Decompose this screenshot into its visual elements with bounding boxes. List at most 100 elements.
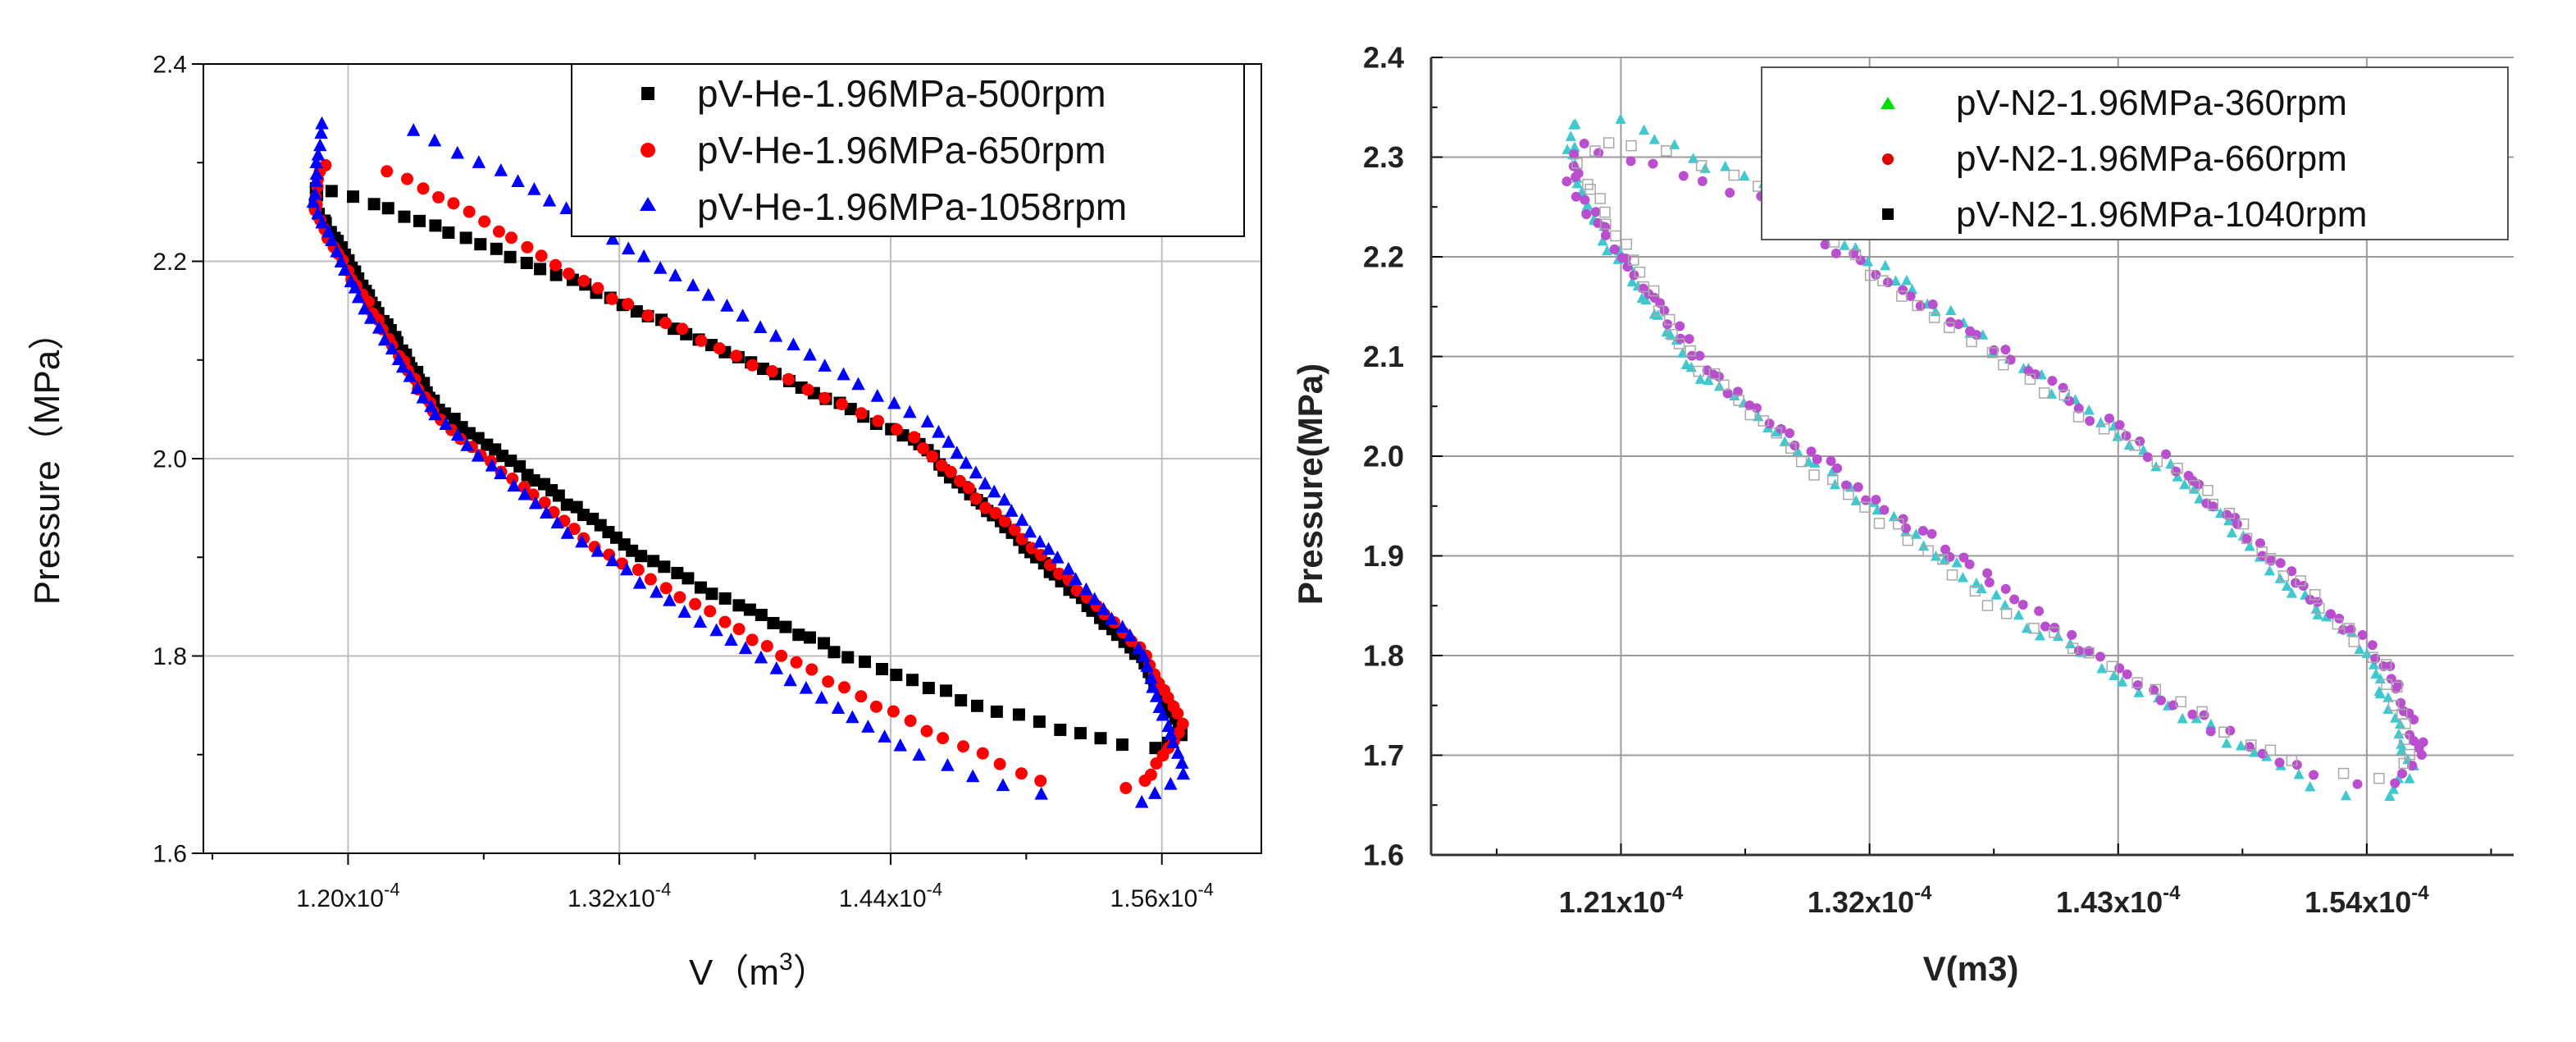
left-point-circle-s1	[745, 633, 759, 647]
right-point-circle-s1	[1569, 149, 1580, 159]
left-point-circle-s1	[957, 740, 970, 753]
right-point-circle-s1	[2232, 519, 2242, 529]
left-point-square-s0	[841, 651, 855, 664]
right-point-circle-s1	[2047, 376, 2058, 386]
right-point-triangle-s0	[2293, 768, 2305, 779]
left-point-triangle-s2	[450, 145, 465, 159]
right-point-circle-s1	[1648, 158, 1658, 169]
right-point-square-s2	[2000, 607, 2013, 619]
left-y-tick-label-2: 2.0	[153, 446, 187, 473]
right-point-triangle-s0	[2382, 692, 2394, 702]
left-point-triangle-s2	[978, 476, 992, 490]
left-point-square-s0	[429, 219, 442, 232]
right-point-square-s2	[1663, 313, 1676, 326]
right-point-circle-s1	[1590, 207, 1601, 217]
right-point-circle-s1	[2000, 345, 2011, 355]
right-point-circle-s1	[1568, 161, 1579, 171]
left-point-square-s0	[448, 413, 461, 426]
left-point-triangle-s2	[321, 224, 335, 238]
right-point-circle-s1	[1954, 319, 1964, 330]
right-point-square-s2	[1621, 238, 1633, 250]
left-point-triangle-s2	[424, 399, 438, 413]
right-point-square-s2	[1843, 488, 1854, 500]
right-point-square-s2	[2245, 739, 2257, 751]
left-point-triangle-s2	[527, 182, 541, 195]
left-point-circle-s1	[538, 496, 551, 510]
right-point-square-s2	[2264, 553, 2277, 564]
right-point-circle-s1	[2121, 431, 2131, 441]
right-point-circle-s1	[2149, 685, 2159, 696]
right-point-circle-s1	[2017, 599, 2028, 610]
left-point-circle-s1	[732, 623, 745, 636]
right-point-square-s2	[1986, 347, 1999, 359]
left-point-square-s0	[755, 608, 768, 621]
left-point-triangle-s2	[338, 263, 352, 276]
chart-right: 1.21x10-4 1.32x10-4 1.43x10-4 1.54x10-4 1.6 1…	[1291, 41, 2514, 988]
left-point-circle-s1	[1171, 707, 1184, 720]
right-point-circle-s1	[2274, 757, 2285, 768]
right-point-circle-s1	[1861, 495, 1872, 505]
right-point-square-s2	[2309, 589, 2321, 601]
right-point-circle-s1	[2352, 779, 2363, 789]
right-point-circle-s1	[1790, 440, 1800, 450]
right-point-triangle-s0	[1971, 578, 1982, 588]
left-point-circle-s1	[818, 391, 832, 404]
left-x-tick-label-2: 1.44x10-4	[839, 880, 942, 913]
right-point-circle-s1	[1609, 244, 1620, 254]
left-point-circle-s1	[926, 450, 939, 463]
right-point-circle-s1	[2416, 749, 2427, 760]
left-point-triangle-s2	[920, 414, 935, 427]
right-point-square-s2	[2024, 373, 2036, 385]
right-point-triangle-s0	[1890, 275, 1902, 286]
right-point-circle-s1	[1926, 528, 1937, 539]
left-point-triangle-s2	[786, 337, 800, 350]
left-point-circle-s1	[521, 240, 534, 254]
left-point-square-s0	[647, 555, 660, 568]
left-point-square-s0	[859, 656, 872, 669]
left-point-triangle-s2	[427, 133, 442, 147]
left-point-triangle-s2	[306, 194, 321, 208]
right-point-triangle-s0	[1703, 374, 1714, 386]
left-point-square-s0	[940, 684, 953, 697]
left-x-axis-title: V（m3）	[689, 948, 829, 993]
left-point-triangle-s2	[511, 174, 525, 187]
left-x-tick-label-0: 1.20x10-4	[296, 880, 399, 913]
right-point-triangle-s0	[2281, 580, 2293, 592]
left-point-square-s0	[743, 603, 756, 616]
left-point-triangle-s2	[450, 427, 465, 441]
left-point-triangle-s2	[969, 465, 983, 479]
left-point-circle-s1	[935, 459, 948, 472]
left-point-triangle-s2	[311, 206, 325, 220]
left-point-square-s0	[922, 682, 935, 695]
left-point-triangle-s2	[799, 680, 814, 694]
left-point-triangle-s2	[701, 287, 716, 301]
left-point-triangle-s2	[693, 615, 707, 628]
right-point-circle-s1	[2275, 558, 2286, 569]
left-point-triangle-s2	[1161, 719, 1175, 733]
right-point-square-s2	[1625, 139, 1637, 152]
right-point-circle-s1	[1571, 191, 1581, 202]
left-point-square-s0	[694, 581, 707, 594]
left-point-square-s0	[367, 198, 381, 211]
left-point-triangle-s2	[932, 424, 946, 438]
left-point-triangle-s2	[636, 249, 651, 263]
left-point-triangle-s2	[965, 769, 980, 783]
right-point-square-s2	[1600, 218, 1612, 230]
left-point-circle-s1	[775, 649, 788, 662]
left-point-square-s0	[732, 599, 745, 612]
right-data-points	[1562, 113, 2428, 801]
left-point-square-s0	[347, 190, 360, 203]
right-point-square-s2	[1638, 281, 1649, 293]
left-point-circle-s1	[920, 724, 933, 738]
right-point-circle-s1	[2390, 778, 2400, 788]
right-point-square-s2	[1808, 469, 1820, 481]
right-point-circle-s1	[1853, 482, 1863, 492]
right-point-square-s2	[2380, 659, 2392, 670]
left-point-square-s0	[538, 478, 551, 491]
right-point-circle-s1	[1573, 168, 1584, 179]
left-point-triangle-s2	[309, 155, 323, 169]
right-point-triangle-s0	[2194, 493, 2205, 504]
left-point-triangle-s2	[385, 341, 399, 355]
right-point-triangle-s0	[1930, 550, 1942, 561]
